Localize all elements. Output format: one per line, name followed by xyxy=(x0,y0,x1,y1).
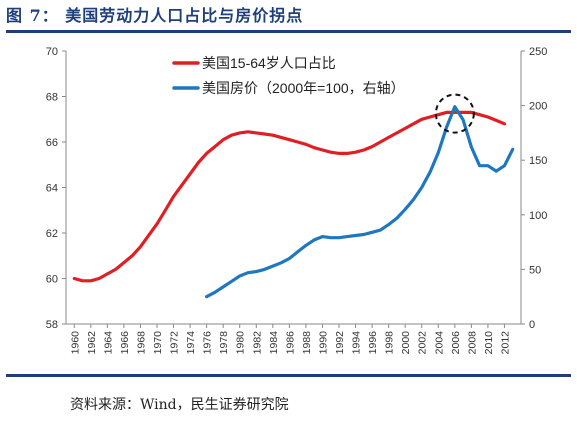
x-tick-label: 1976 xyxy=(202,331,214,355)
x-tick-label: 1984 xyxy=(268,331,280,355)
x-tick-label: 1966 xyxy=(119,331,131,355)
legend-label: 美国15-64岁人口占比 xyxy=(202,55,336,71)
left-y-axis: 58 60 62 64 66 68 70 xyxy=(46,46,66,331)
left-tick-label: 62 xyxy=(46,228,58,240)
x-tick-label: 1982 xyxy=(251,331,263,355)
x-tick-label: 2000 xyxy=(400,331,412,355)
figure-title: 图 7： 美国劳动力人口占比与房价拐点 xyxy=(6,6,304,25)
legend-label: 美国房价（2000年=100，右轴） xyxy=(202,80,405,96)
x-tick-label: 2006 xyxy=(450,331,462,355)
x-tick-label: 1968 xyxy=(135,331,147,355)
right-y-axis: 0 50 100 150 200 250 xyxy=(521,46,547,331)
x-tick-label: 1980 xyxy=(235,331,247,355)
x-tick-label: 1994 xyxy=(351,331,363,355)
x-tick-label: 1998 xyxy=(384,331,396,355)
right-tick-label: 100 xyxy=(529,210,547,222)
x-tick-label: 2012 xyxy=(499,331,511,355)
series-labor-share-line xyxy=(72,110,507,283)
x-tick-label: 1972 xyxy=(169,331,181,355)
annotation-layer xyxy=(434,93,475,134)
source-note: 资料来源：Wind，民生证券研究院 xyxy=(70,397,289,413)
left-tick-label: 66 xyxy=(46,137,58,149)
left-tick-label: 60 xyxy=(46,274,58,286)
series-house-price-line xyxy=(205,105,515,299)
title-rule xyxy=(6,30,571,33)
x-tick-label: 1964 xyxy=(102,331,114,355)
x-tick-label: 1962 xyxy=(86,331,98,355)
x-axis: 1960 1962 1964 1966 1968 1970 1972 1974 1976 1978… xyxy=(69,324,511,354)
right-tick-label: 50 xyxy=(529,264,541,276)
x-tick-label: 2002 xyxy=(417,331,429,355)
right-tick-label: 200 xyxy=(529,101,547,113)
left-tick-label: 64 xyxy=(46,183,58,195)
series-layer xyxy=(72,105,515,299)
x-tick-label: 2004 xyxy=(433,331,445,355)
right-tick-label: 0 xyxy=(529,319,535,331)
x-tick-label: 1986 xyxy=(284,331,296,355)
right-tick-label: 150 xyxy=(529,155,547,167)
x-tick-label: 1978 xyxy=(218,331,230,355)
left-tick-label: 68 xyxy=(46,92,58,104)
x-tick-label: 1970 xyxy=(152,331,164,355)
x-tick-label: 1992 xyxy=(334,331,346,355)
x-tick-label: 1960 xyxy=(69,331,81,355)
x-tick-label: 1996 xyxy=(367,331,379,355)
source-rule xyxy=(6,374,571,377)
peak-highlight-ellipse xyxy=(434,93,475,134)
right-tick-label: 250 xyxy=(529,46,547,58)
x-tick-label: 2010 xyxy=(483,331,495,355)
x-tick-label: 1988 xyxy=(301,331,313,355)
x-tick-label: 1974 xyxy=(185,331,197,355)
left-tick-label: 58 xyxy=(46,319,58,331)
x-tick-label: 1990 xyxy=(317,331,329,355)
x-tick-label: 2008 xyxy=(466,331,478,355)
left-tick-label: 70 xyxy=(46,46,58,58)
